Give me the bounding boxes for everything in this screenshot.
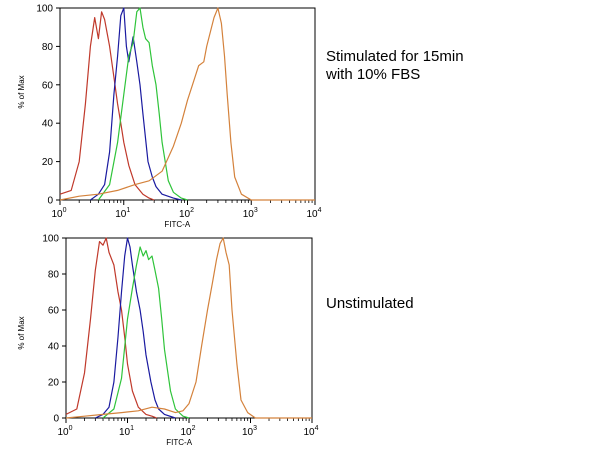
x-tick-label: 100 — [57, 425, 72, 438]
y-tick-label: 100 — [36, 4, 53, 15]
x-tick-label: 100 — [51, 207, 66, 220]
y-tick-label: 0 — [53, 414, 59, 425]
y-tick-label: 0 — [47, 196, 53, 207]
histogram-panel-2: 0 20 40 60 80 100 100 101 102 103 104 FITC-A % of Ma… — [17, 234, 319, 448]
histogram-series-green — [102, 246, 190, 419]
plot-frame — [65, 237, 313, 419]
histogram-series-blue — [90, 7, 182, 201]
x-tick-label: 104 — [303, 425, 318, 438]
histogram-series-orange — [65, 237, 312, 419]
y-tick-label: 20 — [48, 378, 60, 389]
histogram-series-orange — [59, 7, 315, 201]
x-tick-label: 102 — [180, 425, 195, 438]
y-tick-label: 80 — [42, 42, 54, 53]
y-tick-label: 40 — [42, 119, 54, 130]
y-tick-label: 20 — [42, 157, 54, 168]
x-tick-label: 104 — [306, 207, 321, 220]
histogram-panel-1: 0 20 40 60 80 100 100 101 102 103 104 FITC-A % of Ma… — [17, 4, 322, 230]
histogram-series-red — [65, 237, 158, 419]
y-tick-label: 60 — [48, 306, 60, 317]
x-tick-label: 103 — [243, 207, 258, 220]
x-axis-label: FITC-A — [166, 438, 192, 447]
x-tick-label: 101 — [115, 207, 130, 220]
x-tick-label: 101 — [119, 425, 134, 438]
x-axis-label: FITC-A — [164, 220, 190, 229]
x-tick-label: 103 — [242, 425, 257, 438]
annotation-stimulated: Stimulated for 15min with 10% FBS — [326, 48, 464, 83]
y-tick-label: 60 — [42, 80, 54, 91]
histogram-series-blue — [95, 237, 176, 419]
y-axis-label: % of Max — [17, 316, 26, 349]
y-tick-label: 100 — [42, 234, 59, 245]
y-tick-label: 40 — [48, 342, 60, 353]
histogram-series-green — [97, 7, 188, 201]
y-tick-label: 80 — [48, 270, 60, 281]
y-axis-label: % of Max — [17, 75, 26, 108]
x-tick-label: 102 — [179, 207, 194, 220]
annotation-unstimulated: Unstimulated — [326, 295, 414, 312]
